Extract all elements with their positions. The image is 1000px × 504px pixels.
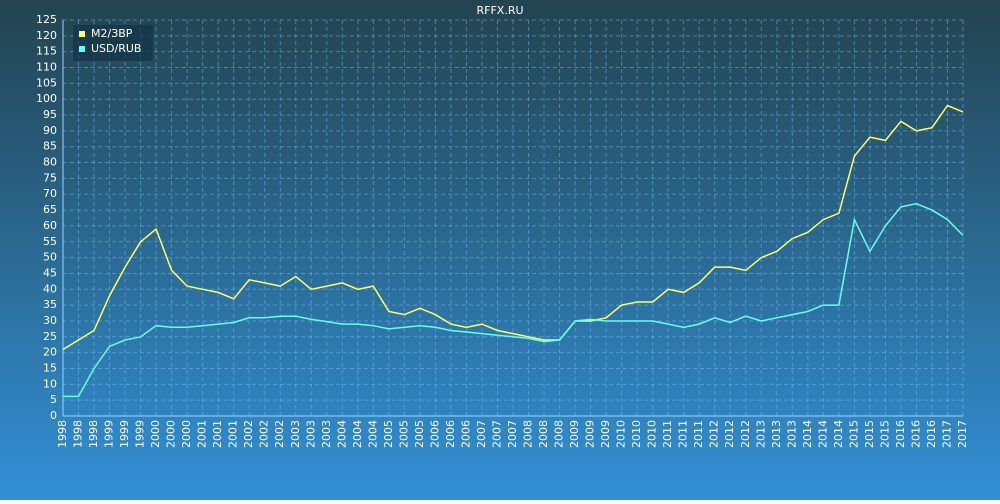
x-tick-label: 2016 xyxy=(925,420,938,448)
x-tick-label: 2012 xyxy=(739,420,752,448)
x-tick-label: 2010 xyxy=(630,420,643,448)
y-tick-label: 70 xyxy=(43,187,57,200)
x-tick-label: 2012 xyxy=(723,420,736,448)
x-tick-label: 2000 xyxy=(165,420,178,448)
x-tick-label: 1998 xyxy=(56,420,69,448)
legend-box xyxy=(73,25,153,61)
y-tick-label: 115 xyxy=(36,45,57,58)
x-tick-label: 2016 xyxy=(894,420,907,448)
x-tick-label: 2001 xyxy=(196,420,209,448)
legend-swatch xyxy=(79,31,85,37)
x-tick-label: 2014 xyxy=(816,420,829,448)
x-tick-label: 2015 xyxy=(878,420,891,448)
y-tick-label: 30 xyxy=(43,314,57,327)
x-tick-label: 2009 xyxy=(568,420,581,448)
x-tick-label: 2014 xyxy=(801,420,814,448)
x-tick-label: 1999 xyxy=(118,420,131,448)
x-tick-label: 2015 xyxy=(863,420,876,448)
x-tick-label: 2000 xyxy=(180,420,193,448)
chart-title: RFFX.RU xyxy=(476,4,523,17)
x-tick-label: 1999 xyxy=(103,420,116,448)
x-tick-label: 2017 xyxy=(956,420,969,448)
y-tick-label: 100 xyxy=(36,92,57,105)
x-tick-label: 2009 xyxy=(584,420,597,448)
x-tick-label: 2002 xyxy=(258,420,271,448)
x-tick-label: 2001 xyxy=(211,420,224,448)
x-tick-label: 2015 xyxy=(847,420,860,448)
series-line xyxy=(62,104,964,351)
y-tick-label: 90 xyxy=(43,124,57,137)
x-tick-label: 1998 xyxy=(87,420,100,448)
x-tick-label: 2010 xyxy=(615,420,628,448)
x-tick-label: 2013 xyxy=(785,420,798,448)
x-tick-label: 2003 xyxy=(320,420,333,448)
x-tick-label: 2002 xyxy=(273,420,286,448)
x-tick-label: 2004 xyxy=(335,420,348,448)
x-tick-label: 2007 xyxy=(475,420,488,448)
y-tick-label: 110 xyxy=(36,61,57,74)
y-tick-label: 95 xyxy=(43,108,57,121)
x-tick-label: 2004 xyxy=(351,420,364,448)
y-tick-label: 5 xyxy=(50,393,57,406)
y-tick-label: 80 xyxy=(43,156,57,169)
y-tick-label: 25 xyxy=(43,330,57,343)
y-tick-label: 105 xyxy=(36,76,57,89)
y-tick-label: 35 xyxy=(43,298,57,311)
x-tick-label: 2008 xyxy=(553,420,566,448)
x-tick-label: 2012 xyxy=(708,420,721,448)
y-tick-label: 65 xyxy=(43,203,57,216)
x-tick-label: 2011 xyxy=(661,420,674,448)
y-tick-label: 60 xyxy=(43,219,57,232)
x-tick-label: 2001 xyxy=(227,420,240,448)
x-tick-label: 2005 xyxy=(413,420,426,448)
y-tick-label: 0 xyxy=(50,409,57,422)
y-tick-label: 120 xyxy=(36,29,57,42)
y-tick-label: 20 xyxy=(43,346,57,359)
x-tick-label: 2006 xyxy=(459,420,472,448)
x-tick-label: 2008 xyxy=(522,420,535,448)
x-tick-label: 2007 xyxy=(506,420,519,448)
y-tick-label: 15 xyxy=(43,361,57,374)
y-tick-label: 85 xyxy=(43,140,57,153)
x-tick-label: 2005 xyxy=(397,420,410,448)
y-tick-label: 50 xyxy=(43,251,57,264)
x-tick-label: 1998 xyxy=(72,420,85,448)
legend-swatch xyxy=(79,46,85,52)
x-tick-label: 2009 xyxy=(599,420,612,448)
x-tick-label: 2013 xyxy=(770,420,783,448)
y-tick-label: 10 xyxy=(43,377,57,390)
x-tick-label: 2002 xyxy=(242,420,255,448)
x-tick-label: 2010 xyxy=(646,420,659,448)
x-tick-label: 2007 xyxy=(490,420,503,448)
x-tick-label: 2003 xyxy=(304,420,317,448)
x-tick-label: 2006 xyxy=(444,420,457,448)
x-tick-label: 2014 xyxy=(832,420,845,448)
x-tick-label: 2004 xyxy=(366,420,379,448)
x-tick-label: 2016 xyxy=(909,420,922,448)
x-tick-label: 2003 xyxy=(289,420,302,448)
y-tick-label: 45 xyxy=(43,266,57,279)
legend-label: M2/ЗВР xyxy=(91,27,133,40)
y-tick-label: 40 xyxy=(43,282,57,295)
x-tick-label: 2008 xyxy=(537,420,550,448)
x-tick-label: 2013 xyxy=(754,420,767,448)
y-tick-label: 125 xyxy=(36,13,57,26)
y-tick-label: 55 xyxy=(43,235,57,248)
series-line xyxy=(63,202,964,398)
y-tick-label: 75 xyxy=(43,171,57,184)
x-tick-label: 2000 xyxy=(149,420,162,448)
x-tick-label: 2017 xyxy=(940,420,953,448)
x-tick-label: 2011 xyxy=(677,420,690,448)
x-tick-label: 1999 xyxy=(134,420,147,448)
x-tick-label: 2011 xyxy=(692,420,705,448)
x-tick-label: 2005 xyxy=(382,420,395,448)
x-tick-label: 2006 xyxy=(428,420,441,448)
legend-label: USD/RUB xyxy=(91,42,141,55)
